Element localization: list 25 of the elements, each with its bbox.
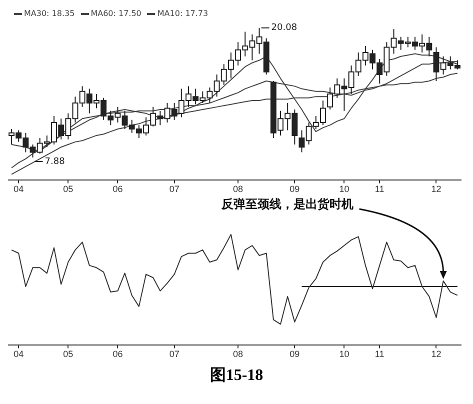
x-tick-label: 09 <box>290 184 300 194</box>
x-tick-label: 08 <box>233 349 244 360</box>
x-tick-label: 04 <box>14 184 24 194</box>
legend-label: MA30: 18.35 <box>24 9 75 18</box>
legend-label: MA60: 17.50 <box>90 9 142 18</box>
x-tick-label: 11 <box>374 184 384 194</box>
x-tick-label: 05 <box>63 184 74 194</box>
annotation: 20.08 <box>271 23 298 34</box>
text: 反弹至颈线，是出货时机 <box>220 197 354 212</box>
x-tick-label: 05 <box>63 349 74 360</box>
x-tick-label: 04 <box>14 349 24 360</box>
x-tick-label: 06 <box>112 349 123 360</box>
x-tick-label: 09 <box>290 349 300 360</box>
x-tick-label: 11 <box>374 349 384 360</box>
caption: 图15-18 <box>208 366 264 386</box>
x-tick-label: 08 <box>233 184 244 194</box>
x-tick-label: 07 <box>169 349 180 360</box>
x-tick-label: 10 <box>339 349 350 360</box>
annotation: 7.88 <box>44 156 66 167</box>
x-tick-label: 10 <box>339 184 350 194</box>
x-tick-label: 07 <box>169 184 180 194</box>
x-tick-label: 06 <box>112 184 123 194</box>
legend-label: MA10: 17.73 <box>157 9 208 18</box>
x-tick-label: 12 <box>431 349 442 360</box>
x-tick-label: 12 <box>431 184 442 194</box>
